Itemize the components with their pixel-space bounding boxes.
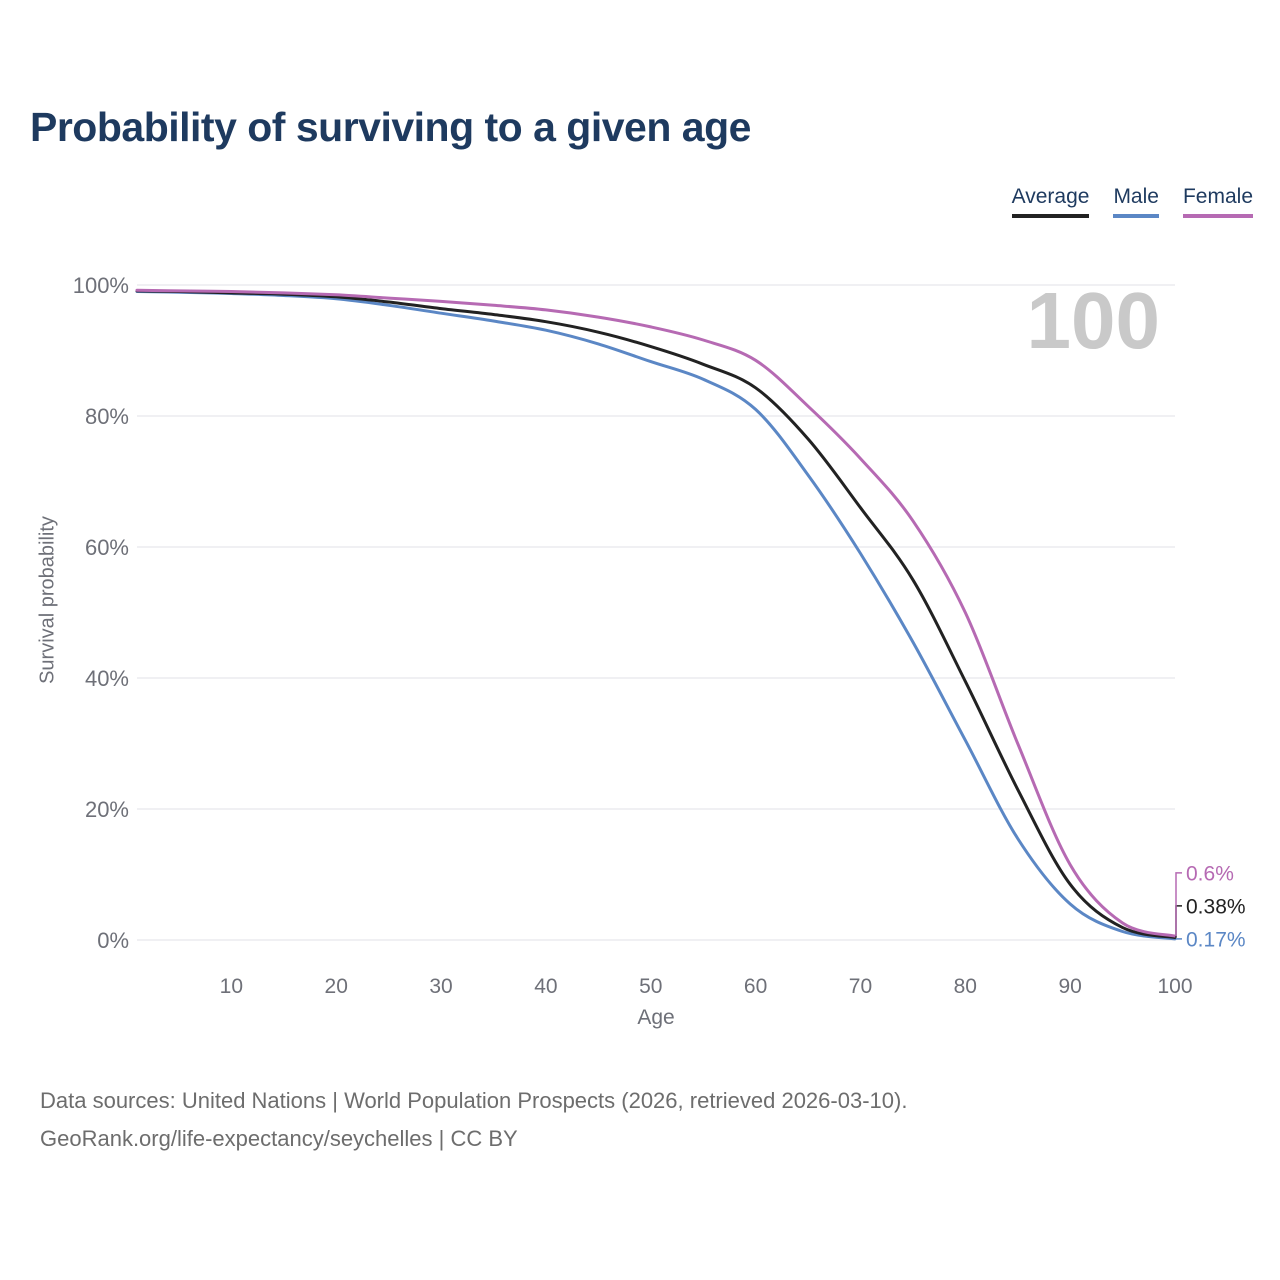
footer-attribution: GeoRank.org/life-expectancy/seychelles |…: [40, 1126, 518, 1151]
legend-item-average[interactable]: Average: [1011, 185, 1090, 218]
x-tick-label: 100: [1157, 975, 1192, 998]
y-axis-title: Survival probability: [36, 516, 59, 684]
footer: Data sources: United Nations | World Pop…: [40, 1082, 907, 1158]
legend-item-male[interactable]: Male: [1113, 185, 1159, 218]
y-tick-label: 40%: [85, 666, 129, 691]
watermark-age-100: 100: [1027, 276, 1160, 365]
footer-data-sources: Data sources: United Nations | World Pop…: [40, 1088, 908, 1113]
x-tick-label: 10: [220, 975, 243, 998]
y-tick-label: 0%: [97, 928, 129, 953]
end-label-connector-average: [1175, 905, 1182, 938]
y-tick-label: 80%: [85, 404, 129, 429]
end-value-label-female: 0.6%: [1186, 862, 1234, 885]
end-label-connector-female: [1175, 872, 1182, 937]
x-axis-title: Age: [637, 1006, 675, 1029]
series-line-female: [135, 288, 1177, 938]
x-tick-label: 50: [639, 975, 662, 998]
x-tick-label: 90: [1058, 975, 1081, 998]
x-tick-label: 30: [429, 975, 452, 998]
series-line-average: [135, 289, 1177, 939]
y-tick-label: 100%: [73, 273, 129, 298]
x-tick-label: 70: [849, 975, 872, 998]
end-value-label-average: 0.38%: [1186, 895, 1246, 918]
y-tick-label: 60%: [85, 535, 129, 560]
chart-title: Probability of surviving to a given age: [30, 104, 751, 150]
end-value-label-male: 0.17%: [1186, 928, 1246, 951]
y-tick-label: 20%: [85, 797, 129, 822]
x-tick-label: 80: [954, 975, 977, 998]
x-tick-label: 60: [744, 975, 767, 998]
x-tick-label: 20: [325, 975, 348, 998]
x-tick-label: 40: [534, 975, 557, 998]
legend-item-female[interactable]: Female: [1182, 185, 1253, 218]
legend: Average Male Female: [1011, 185, 1253, 218]
series-line-male: [135, 290, 1177, 941]
